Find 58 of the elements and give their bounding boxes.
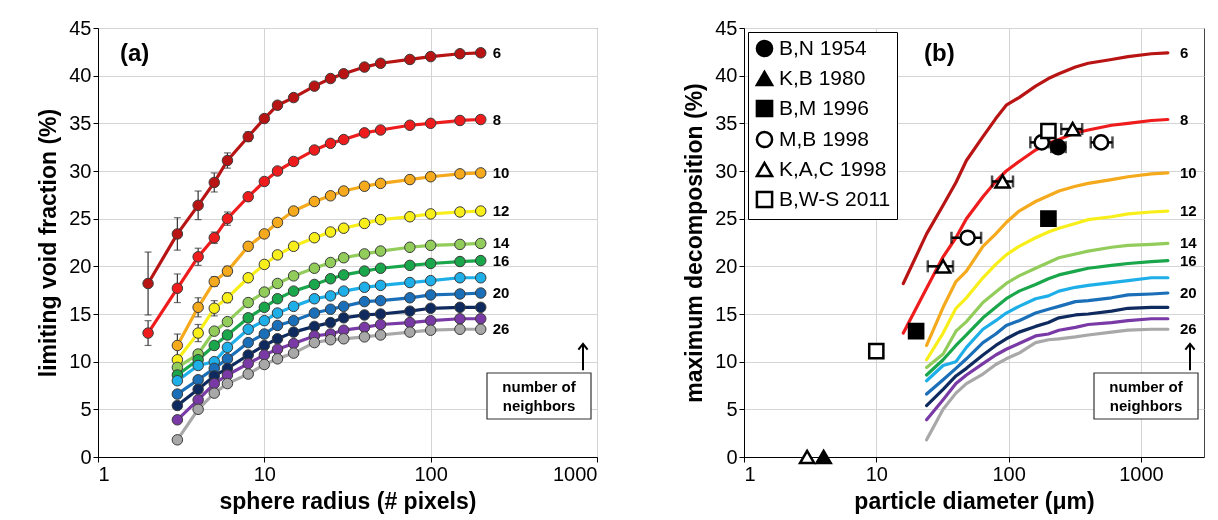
annotation: (a) bbox=[120, 39, 150, 66]
series-label: 10 bbox=[492, 163, 510, 181]
y-tick-label: 40 bbox=[715, 64, 738, 87]
series-label: 14 bbox=[1179, 234, 1198, 252]
y-tick-label: 45 bbox=[69, 16, 92, 39]
series-label: 16 bbox=[492, 251, 510, 269]
y-tick-label: 0 bbox=[726, 445, 738, 468]
series-label: 14 bbox=[492, 234, 511, 252]
y-tick-label: 0 bbox=[80, 445, 92, 468]
legend-label: M,B 1998 bbox=[779, 126, 869, 150]
legend-label: B,W-S 2011 bbox=[779, 186, 891, 210]
series-label: 20 bbox=[1179, 284, 1197, 302]
y-tick-label: 25 bbox=[715, 207, 738, 230]
y-tick-label: 45 bbox=[715, 16, 738, 39]
y-tick-label: 25 bbox=[69, 207, 92, 230]
y-tick-label: 15 bbox=[715, 302, 738, 325]
y-tick-label: 35 bbox=[715, 111, 738, 134]
y-tick-label: 5 bbox=[726, 397, 738, 420]
series-label: 8 bbox=[1179, 110, 1189, 128]
series-label: 6 bbox=[492, 43, 502, 61]
x-tick-label: 100 bbox=[992, 462, 1026, 485]
series-label: 6 bbox=[1179, 43, 1189, 61]
y-tick-label: 30 bbox=[715, 159, 738, 182]
series-label: 12 bbox=[492, 202, 510, 220]
y-tick-label: 10 bbox=[715, 350, 738, 373]
x-tick-label: 1000 bbox=[1119, 462, 1164, 485]
series-label: 16 bbox=[1179, 251, 1197, 269]
annotation: number of neighbors bbox=[502, 378, 577, 414]
y-tick-label: 5 bbox=[80, 397, 92, 420]
y-tick-label: 15 bbox=[69, 302, 92, 325]
annotation: (b) bbox=[924, 39, 955, 66]
legend-label: K,B 1980 bbox=[779, 65, 866, 89]
series-label: 10 bbox=[1179, 163, 1197, 181]
legend-label: B,M 1996 bbox=[779, 95, 869, 119]
legend-label: K,A,C 1998 bbox=[779, 156, 887, 180]
y-tick-label: 20 bbox=[69, 254, 92, 277]
x-tick-label: 10 bbox=[253, 462, 276, 485]
x-tick-label: 1000 bbox=[553, 462, 598, 485]
series-label: 20 bbox=[492, 284, 510, 302]
x-tick-label: 10 bbox=[865, 462, 888, 485]
x-tick-label: 1 bbox=[744, 462, 756, 485]
series-label: 12 bbox=[1179, 202, 1197, 220]
series-label: 8 bbox=[492, 110, 502, 128]
y-tick-label: 10 bbox=[69, 350, 92, 373]
x-tick-label: 1 bbox=[98, 462, 110, 485]
series-label: 26 bbox=[492, 320, 510, 338]
y-tick-label: 20 bbox=[715, 254, 738, 277]
x-axis-title: sphere radius (# pixels) bbox=[219, 487, 477, 514]
annotation: number of neighbors bbox=[1109, 378, 1184, 414]
y-axis-title: limiting void fraction (%) bbox=[35, 108, 62, 378]
x-tick-label: 100 bbox=[414, 462, 448, 485]
y-axis-title: maximum decomposition (%) bbox=[681, 83, 708, 403]
y-tick-label: 40 bbox=[69, 64, 92, 87]
series-label: 26 bbox=[1179, 320, 1197, 338]
legend-label: B,N 1954 bbox=[779, 35, 867, 59]
x-axis-title: particle diameter (μm) bbox=[854, 487, 1095, 514]
y-tick-label: 35 bbox=[69, 111, 92, 134]
y-tick-label: 30 bbox=[69, 159, 92, 182]
